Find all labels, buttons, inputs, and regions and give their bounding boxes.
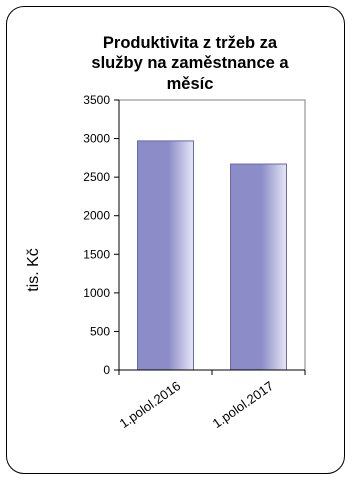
- y-tick-label: 2500: [83, 170, 110, 184]
- y-tick-label: 500: [90, 324, 110, 338]
- bars-group: [137, 140, 287, 371]
- bar-2: [230, 163, 287, 371]
- y-tick-label: 2000: [83, 209, 110, 223]
- y-tick-label: 1000: [83, 286, 110, 300]
- chart-title: Produktivita z tržeb za služby na zaměst…: [91, 34, 289, 93]
- y-tick-label: 3000: [83, 132, 110, 146]
- x-axis: 1.polol.2016 1.polol.2017: [117, 369, 306, 431]
- chart-title-line-2: služby na zaměstnance a: [91, 54, 289, 72]
- chart-title-line-3: měsíc: [167, 75, 214, 93]
- x-category-label: 1.polol.2017: [210, 378, 277, 431]
- y-axis: 0 500 1000 1500 2000 2500 3000 3500: [83, 93, 120, 377]
- bar-1: [137, 140, 194, 371]
- y-tick-label: 3500: [83, 93, 110, 107]
- chart-title-line-1: Produktivita z tržeb za: [103, 34, 278, 52]
- x-category-label: 1.polol.2016: [117, 378, 184, 431]
- y-tick-label: 0: [103, 363, 110, 377]
- y-axis-label: tis. Kč: [25, 248, 42, 292]
- y-tick-label: 1500: [83, 247, 110, 261]
